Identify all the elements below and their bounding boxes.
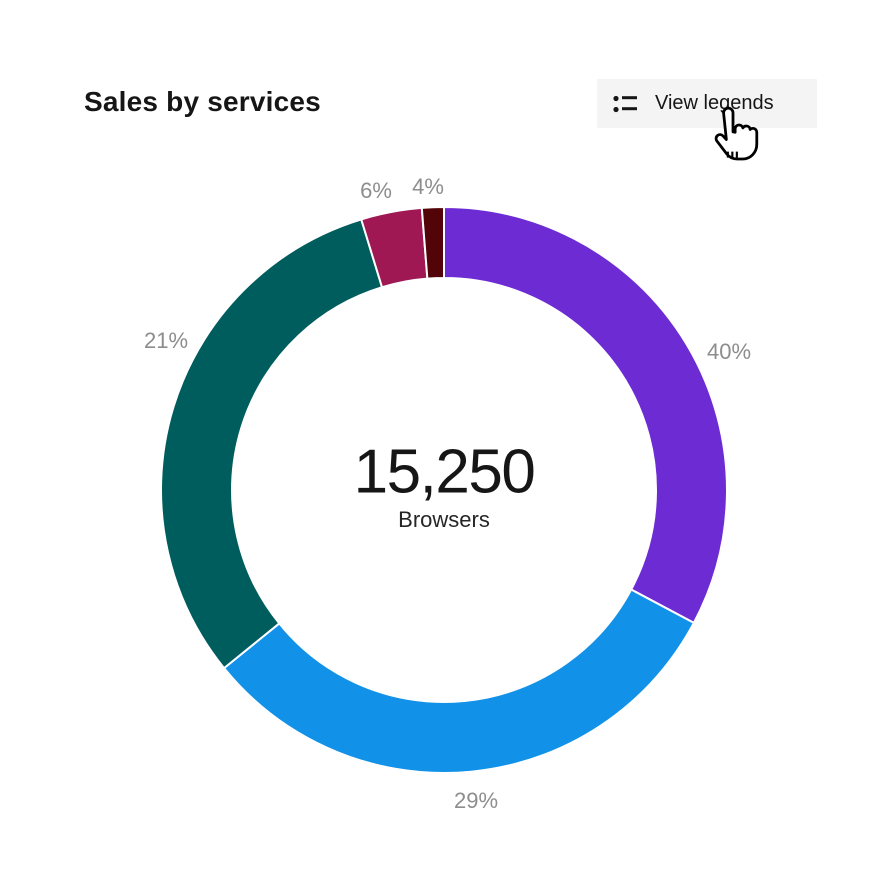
donut-center-caption: Browsers: [398, 507, 490, 532]
legend-list-icon: [611, 90, 639, 118]
donut-segment-4[interactable]: [420, 205, 445, 280]
view-legends-button[interactable]: View legends: [597, 79, 817, 128]
segment-label-21: 21%: [143, 328, 189, 353]
page-title: Sales by services: [84, 86, 321, 117]
segment-label-6: 6%: [360, 178, 392, 203]
donut-segment-29[interactable]: [223, 588, 695, 774]
segment-label-29: 29%: [453, 788, 499, 813]
donut-segment-21[interactable]: [160, 218, 384, 670]
segment-label-4: 4%: [412, 174, 444, 199]
segment-label-40: 40%: [706, 339, 752, 364]
donut-segment-40[interactable]: [443, 206, 728, 624]
donut-center-value: 15,250: [353, 437, 536, 507]
